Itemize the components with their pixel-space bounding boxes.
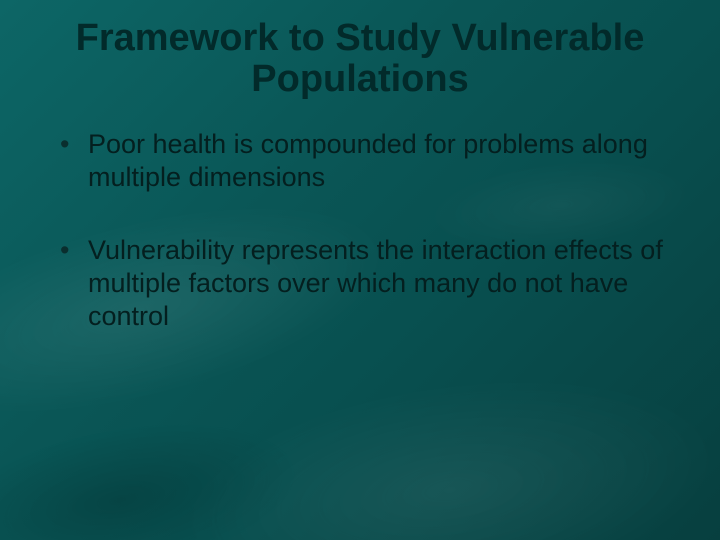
bullet-gap xyxy=(60,194,670,234)
bullet-list: Poor health is compounded for problems a… xyxy=(40,128,680,333)
slide-title: Framework to Study Vulnerable Population… xyxy=(40,18,680,100)
bullet-item: Poor health is compounded for problems a… xyxy=(60,128,670,194)
bullet-item: Vulnerability represents the interaction… xyxy=(60,234,670,333)
slide: Framework to Study Vulnerable Population… xyxy=(0,0,720,540)
